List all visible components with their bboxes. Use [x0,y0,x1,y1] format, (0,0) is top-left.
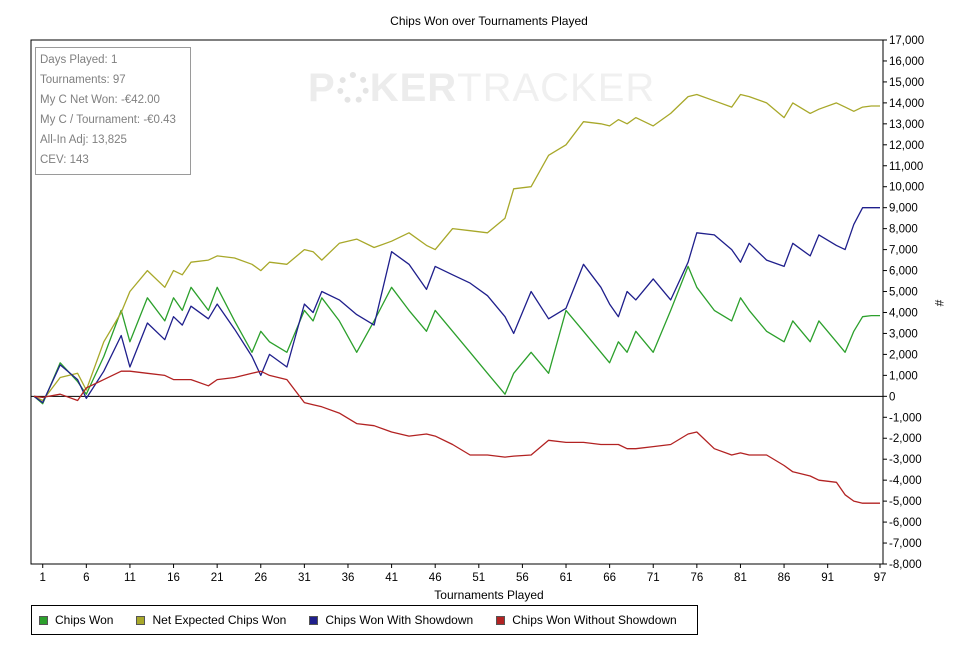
y-tick-label: 9,000 [889,203,918,215]
x-tick-label: 66 [603,572,616,584]
chart-title: Chips Won over Tournaments Played [390,14,588,28]
y-tick-label: 2,000 [889,349,918,361]
poker-chip-icon [336,72,369,104]
legend-label-net-expected: Net Expected Chips Won [152,613,287,627]
x-tick-label: 16 [167,572,180,584]
y-tick-label: 13,000 [889,119,924,131]
legend-item-without-showdown[interactable]: Chips Won Without Showdown [496,613,677,627]
x-tick-label: 76 [690,572,703,584]
series-line-chips-won-without-showdown [33,370,880,504]
stat-days-played: Days Played: 1 [40,54,118,66]
x-tick-label: 36 [342,572,355,584]
series-line-chips-won-with-showdown [33,207,880,404]
y-axis-label: # [932,299,947,307]
y-tick-label: 5,000 [889,287,918,299]
watermark-text-p: P [308,66,336,110]
legend-swatch-net-expected [136,615,146,625]
pokertracker-watermark-logo: P KERTRACKER [308,66,654,110]
y-tick-label: -1,000 [889,412,922,424]
y-tick-label: 11,000 [889,161,923,173]
watermark-text-tracker: TRACKER [457,66,656,110]
legend: Chips Won Net Expected Chips Won Chips W… [31,605,698,635]
y-tick-label: 3,000 [889,328,918,340]
y-tick-label: -7,000 [889,538,922,550]
stat-net-won: My C Net Won: -€42.00 [40,94,160,106]
x-tick-label: 56 [516,572,529,584]
y-tick-label: 1,000 [889,370,918,382]
y-tick-label: 14,000 [889,98,924,110]
stat-cev: CEV: 143 [40,154,89,166]
y-tick-label: -5,000 [889,496,922,508]
x-tick-label: 41 [385,572,398,584]
watermark-text-ker: KER [369,66,458,110]
legend-item-with-showdown[interactable]: Chips Won With Showdown [309,613,473,627]
x-tick-label: 6 [83,572,89,584]
stats-box: Days Played: 1 Tournaments: 97 My C Net … [35,47,191,175]
x-tick-label: 51 [472,572,485,584]
legend-swatch-chips-won [39,615,48,625]
y-tick-label: 17,000 [889,35,924,47]
y-tick-label: 0 [889,391,895,403]
legend-item-net-expected[interactable]: Net Expected Chips Won [136,613,286,627]
y-tick-label: -4,000 [889,475,922,487]
y-tick-label: 12,000 [889,140,924,152]
x-tick-label: 46 [429,572,442,584]
x-tick-label: 97 [874,572,887,584]
y-tick-label: 4,000 [889,307,918,319]
y-tick-label: 10,000 [889,182,924,194]
x-tick-label: 11 [124,572,136,584]
y-tick-label: 7,000 [889,245,918,257]
y-tick-label: -2,000 [889,433,922,445]
y-tick-label: 6,000 [889,266,918,278]
x-tick-label: 26 [254,572,267,584]
x-axis-label: Tournaments Played [434,588,544,602]
legend-swatch-with-showdown [309,615,319,625]
x-tick-label: 71 [647,572,660,584]
y-tick-label: 15,000 [889,77,924,89]
y-tick-label: -6,000 [889,517,922,529]
x-tick-label: 81 [734,572,747,584]
x-tick-label: 86 [778,572,791,584]
legend-label-chips-won: Chips Won [55,613,114,627]
series-line-chips-won [33,265,880,405]
plot-area-frame [30,39,884,565]
y-tick-label: 8,000 [889,224,918,236]
x-tick-label: 1 [40,572,46,584]
stat-tournaments: Tournaments: 97 [40,74,126,86]
y-tick-label: 16,000 [889,56,924,68]
x-tick-label: 91 [821,572,834,584]
x-tick-label: 21 [211,572,224,584]
y-tick-label: -3,000 [889,454,922,466]
y-tick-label: -8,000 [889,559,922,571]
series-line-net-expected-chips-won [33,93,880,402]
legend-label-with-showdown: Chips Won With Showdown [325,613,474,627]
stat-all-in-adj: All-In Adj: 13,825 [40,134,127,146]
legend-item-chips-won[interactable]: Chips Won [39,613,113,627]
legend-label-without-showdown: Chips Won Without Showdown [512,613,677,627]
legend-swatch-without-showdown [496,615,506,625]
stat-per-tournament: My C / Tournament: -€0.43 [40,114,176,126]
x-tick-label: 61 [560,572,573,584]
x-tick-label: 31 [298,572,311,584]
